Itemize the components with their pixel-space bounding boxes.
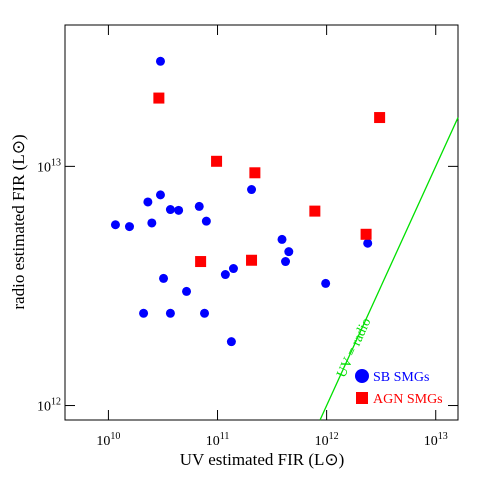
tick-base: 10: [315, 434, 329, 449]
reference-label: UV = radio: [334, 316, 374, 380]
point: [195, 256, 207, 268]
tick-base: 10: [206, 434, 220, 449]
point: [155, 56, 165, 66]
point: [139, 308, 149, 318]
point: [281, 257, 291, 267]
point: [182, 286, 192, 296]
tick-label: 1013: [37, 157, 61, 175]
point: [165, 205, 175, 215]
tick-label: 1013: [424, 431, 448, 449]
legend-label: SB SMGs: [373, 370, 429, 385]
point: [309, 205, 321, 217]
x-axis-label: UV estimated FIR (L⊙): [180, 450, 345, 469]
point: [249, 167, 261, 179]
tick-exponent: 13: [438, 431, 448, 442]
point: [200, 308, 210, 318]
point: [194, 201, 204, 211]
point: [147, 218, 157, 228]
tick-base: 10: [37, 160, 51, 175]
legend-marker: [355, 369, 369, 383]
point: [284, 247, 294, 257]
y-axis-label: radio estimated FIR (L⊙): [9, 134, 28, 309]
point: [374, 112, 386, 124]
reference-line: [319, 117, 459, 421]
point: [165, 308, 175, 318]
point: [247, 185, 257, 195]
tick-exponent: 11: [220, 431, 230, 442]
point: [228, 264, 238, 274]
plot-frame: [64, 24, 459, 421]
tick-base: 10: [424, 434, 438, 449]
point: [124, 222, 134, 232]
tick-base: 10: [96, 434, 110, 449]
tick-exponent: 13: [51, 157, 61, 168]
point: [321, 278, 331, 288]
tick-exponent: 12: [51, 397, 61, 408]
point: [220, 270, 230, 280]
point: [277, 234, 287, 244]
point: [143, 197, 153, 207]
tick-label: 1012: [37, 397, 61, 415]
tick-label: 1010: [96, 431, 120, 449]
point: [155, 190, 165, 200]
point: [110, 220, 120, 230]
point: [159, 273, 169, 283]
point: [226, 337, 236, 347]
point: [363, 238, 373, 248]
point: [211, 155, 223, 167]
tick-exponent: 10: [110, 431, 120, 442]
legend-label: AGN SMGs: [373, 392, 443, 407]
tick-label: 1011: [206, 431, 230, 449]
point: [360, 228, 372, 240]
point: [153, 92, 165, 104]
legend-marker: [356, 392, 368, 404]
point: [246, 254, 258, 266]
tick-label: 1012: [315, 431, 339, 449]
point: [201, 216, 211, 226]
tick-base: 10: [37, 400, 51, 415]
point: [174, 205, 184, 215]
tick-exponent: 12: [329, 431, 339, 442]
